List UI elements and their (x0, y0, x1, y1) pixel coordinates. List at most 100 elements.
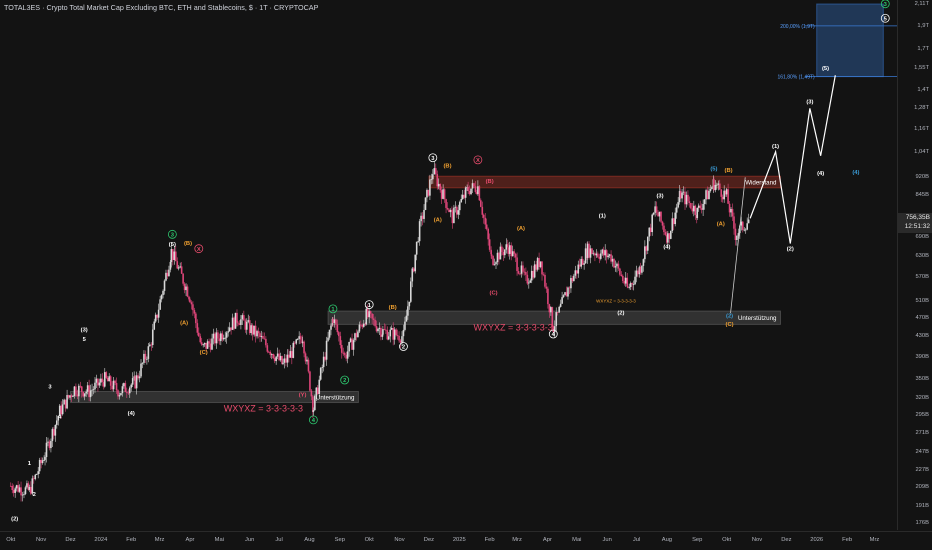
candle-body (250, 325, 252, 334)
candle-body (684, 191, 686, 205)
candle-body (604, 250, 606, 256)
candle-body (737, 233, 740, 236)
candle-body (608, 254, 611, 256)
candle-body (398, 335, 400, 341)
candle-body (696, 207, 699, 219)
candle-body (272, 353, 275, 359)
wave-label: 4 (552, 332, 556, 338)
candle-body (434, 168, 437, 175)
candle-body (211, 338, 213, 350)
candle-body (711, 187, 713, 190)
candle-body (192, 304, 194, 311)
candle-body (256, 331, 258, 337)
candle-body (336, 324, 339, 333)
candle-body (118, 395, 121, 397)
candle-body (449, 209, 452, 213)
candle-body (101, 378, 104, 382)
price-axis[interactable]: 2,11T 1,9T 1,7T 1,55T 1,4T 1,28T 1,16T 1,04T 920… (897, 0, 932, 530)
candle-body (72, 396, 74, 397)
candle-body (91, 389, 93, 391)
y-tick-label: 176B (915, 519, 929, 526)
candle-body (641, 265, 643, 273)
candle-body (703, 199, 706, 205)
wave-label-circle (328, 304, 338, 314)
candle-body (380, 327, 382, 337)
candle-body (209, 343, 212, 350)
candle-body (645, 246, 648, 251)
wave-label: (B) (184, 241, 192, 247)
candle-body (282, 362, 284, 364)
candle-body (64, 399, 67, 409)
candle-body (144, 353, 147, 360)
candle-body (381, 334, 384, 337)
candle-body (176, 261, 179, 269)
time-axis[interactable]: Okt Nov Dez 2024 Feb Mrz Apr Mai Jun Jul Aug Sep Okt… (0, 531, 932, 550)
candle-body (193, 310, 196, 314)
candle-body (744, 229, 747, 231)
candle-body (622, 275, 624, 281)
candle-body (385, 329, 387, 331)
candle-body (61, 404, 64, 415)
candle-body (208, 341, 210, 344)
candle-body (457, 210, 460, 215)
candle-body (747, 219, 750, 224)
candle-body (310, 390, 313, 397)
candle-body (741, 221, 744, 230)
candle-body (495, 262, 497, 265)
candle-body (410, 281, 412, 302)
candle-body (140, 363, 142, 377)
candle-body (648, 227, 651, 237)
candle-body (611, 258, 614, 262)
candle-body (121, 386, 124, 394)
candle-body (27, 483, 30, 490)
candle-body (706, 190, 709, 200)
candle-body (594, 253, 596, 256)
candle-body (746, 223, 748, 230)
wave-label: (B) (725, 168, 733, 174)
candle-body (424, 197, 427, 210)
zone-label-1: Unterstützung (738, 315, 777, 322)
x-tick-label: Apr (542, 537, 552, 543)
candle-body (366, 308, 369, 318)
candle-body (389, 329, 392, 337)
candle-body (674, 212, 677, 225)
candle-body (254, 325, 257, 337)
candle-body (723, 190, 725, 200)
candle-body (661, 221, 664, 226)
y-tick-label: 227B (915, 466, 929, 473)
candle-body (103, 372, 106, 387)
candle-body (464, 187, 467, 198)
candle-body (340, 345, 343, 353)
candle-body (218, 338, 221, 342)
candle-body (374, 319, 376, 327)
x-tick-label: 2024 (94, 537, 108, 543)
candle-body (124, 383, 127, 393)
wave-label: 2 (343, 378, 346, 384)
candle-body (12, 490, 15, 493)
candle-body (50, 440, 52, 449)
wave-label: (2) (617, 311, 624, 317)
candle-body (730, 208, 732, 213)
candle-body (32, 478, 35, 480)
candle-body (727, 189, 729, 204)
candle-body (415, 241, 418, 255)
candle-body (247, 320, 250, 322)
candle-body (660, 211, 662, 222)
wave-label: (A) (717, 222, 725, 228)
candle-body (588, 243, 590, 258)
candle-body (445, 199, 447, 208)
candle-body (276, 353, 279, 357)
candle-body (335, 319, 337, 325)
candle-body (598, 256, 601, 259)
wave-paths: WXYXZ = 3-3-3-3-3 WXYXZ = 3-3-3-3-3 WXYXZ … (224, 75, 836, 413)
x-tick-label: Jun (602, 537, 612, 543)
candle-body (439, 183, 441, 191)
x-tick-label: Okt (6, 537, 16, 543)
candle-body (57, 416, 60, 421)
candle-body (623, 280, 626, 284)
candle-body (427, 189, 430, 196)
candle-body (328, 329, 331, 338)
candle-body (225, 332, 228, 338)
candle-body (348, 341, 350, 352)
